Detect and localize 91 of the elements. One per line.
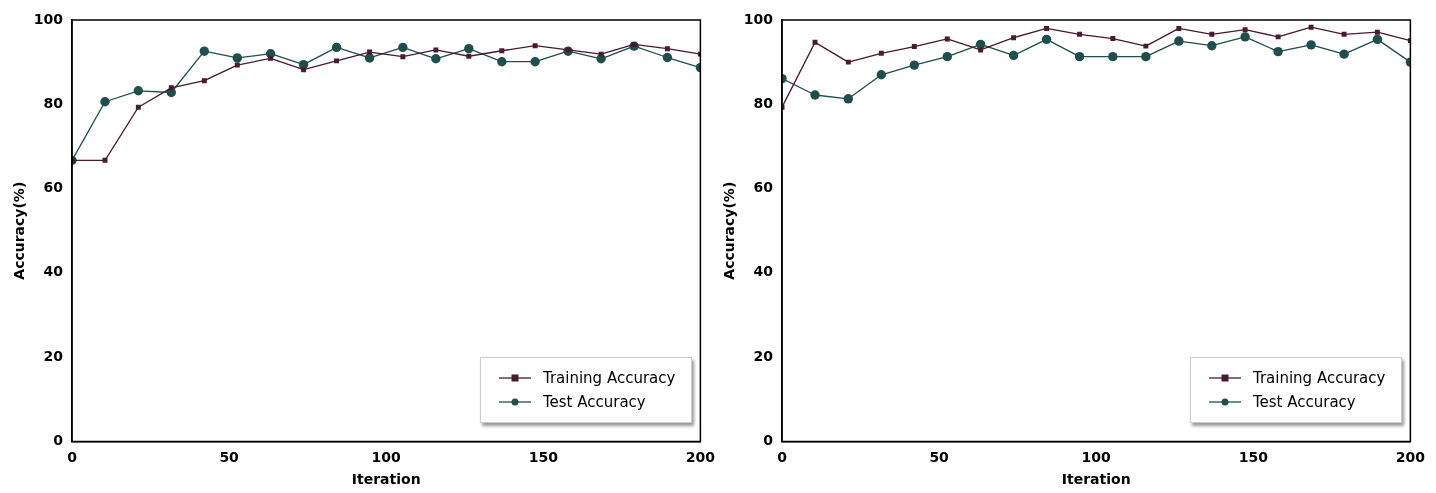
point	[978, 47, 984, 53]
point	[1306, 40, 1316, 50]
point	[497, 57, 507, 67]
y-tick-label: 60	[753, 179, 774, 196]
x-axis-title: Iteration	[351, 471, 421, 488]
point	[1008, 50, 1019, 61]
point	[268, 55, 274, 61]
point	[232, 53, 242, 63]
point	[1341, 31, 1347, 37]
point	[664, 46, 670, 52]
point	[1275, 34, 1281, 40]
x-tick-label: 50	[219, 449, 240, 466]
point	[1372, 34, 1383, 45]
point	[367, 49, 373, 55]
point	[530, 57, 540, 67]
legend-label: Test Accuracy	[1252, 392, 1356, 414]
point	[234, 62, 240, 68]
y-tick-label: 100	[33, 10, 64, 27]
point	[1308, 24, 1314, 30]
x-tick-label: 0	[67, 449, 78, 466]
point	[466, 53, 472, 59]
point	[1374, 29, 1380, 35]
y-tick-label: 40	[43, 263, 64, 280]
y-tick-label: 0	[53, 432, 64, 449]
point	[400, 54, 406, 60]
point	[433, 47, 439, 53]
point	[942, 51, 952, 62]
point	[662, 52, 673, 63]
point	[334, 58, 340, 64]
legend-label: Training Accuracy	[1252, 368, 1386, 390]
point	[398, 42, 408, 53]
point	[1339, 49, 1349, 59]
point	[598, 51, 604, 57]
x-tick-label: 150	[1238, 449, 1269, 466]
x-axis-title: Iteration	[1061, 471, 1131, 488]
x-tick-label: 100	[371, 449, 402, 466]
point	[810, 90, 820, 100]
point	[1044, 25, 1050, 31]
point	[1240, 32, 1250, 42]
legend-label: Test Accuracy	[542, 392, 646, 414]
y-tick-label: 80	[43, 94, 64, 111]
point	[532, 43, 538, 49]
y-tick-label: 100	[743, 10, 774, 27]
point	[100, 97, 110, 107]
point	[1273, 46, 1283, 57]
point	[499, 48, 505, 54]
point	[845, 59, 851, 65]
x-tick-label: 150	[528, 449, 559, 466]
point	[168, 85, 174, 91]
point	[464, 43, 474, 54]
y-tick-label: 80	[753, 94, 774, 111]
point	[199, 46, 209, 56]
y-tick-label: 60	[43, 179, 64, 196]
point	[135, 104, 141, 110]
point	[1077, 31, 1083, 37]
y-axis-title: Accuracy(%)	[721, 181, 738, 280]
y-tick-label: 20	[43, 347, 64, 364]
y-tick-label: 20	[753, 347, 774, 364]
x-tick-label: 50	[929, 449, 950, 466]
point	[1041, 34, 1052, 45]
x-tick-label: 0	[777, 449, 788, 466]
x-tick-label: 100	[1081, 449, 1112, 466]
point	[1176, 25, 1182, 31]
x-tick-label: 200	[1395, 449, 1426, 466]
point	[301, 67, 307, 73]
point	[1110, 36, 1116, 42]
x-tick-label: 200	[685, 449, 716, 466]
point	[1242, 27, 1248, 33]
point	[878, 50, 884, 56]
point	[876, 70, 887, 80]
legend-label: Training Accuracy	[542, 368, 676, 390]
point	[1108, 51, 1118, 62]
point	[431, 54, 441, 64]
y-axis-title: Accuracy(%)	[11, 181, 28, 280]
y-tick-label: 40	[753, 263, 774, 280]
y-tick-label: 0	[763, 432, 774, 449]
point	[631, 41, 637, 47]
point	[1209, 31, 1215, 37]
point	[133, 86, 144, 96]
point	[1174, 36, 1184, 46]
point	[944, 36, 950, 42]
point	[909, 60, 919, 70]
point	[331, 42, 342, 53]
point	[1011, 35, 1017, 41]
point	[843, 94, 854, 104]
point	[1141, 51, 1151, 62]
point	[201, 78, 207, 84]
point	[1074, 51, 1085, 62]
point	[1207, 41, 1217, 51]
point	[1143, 43, 1149, 49]
point	[911, 44, 917, 50]
